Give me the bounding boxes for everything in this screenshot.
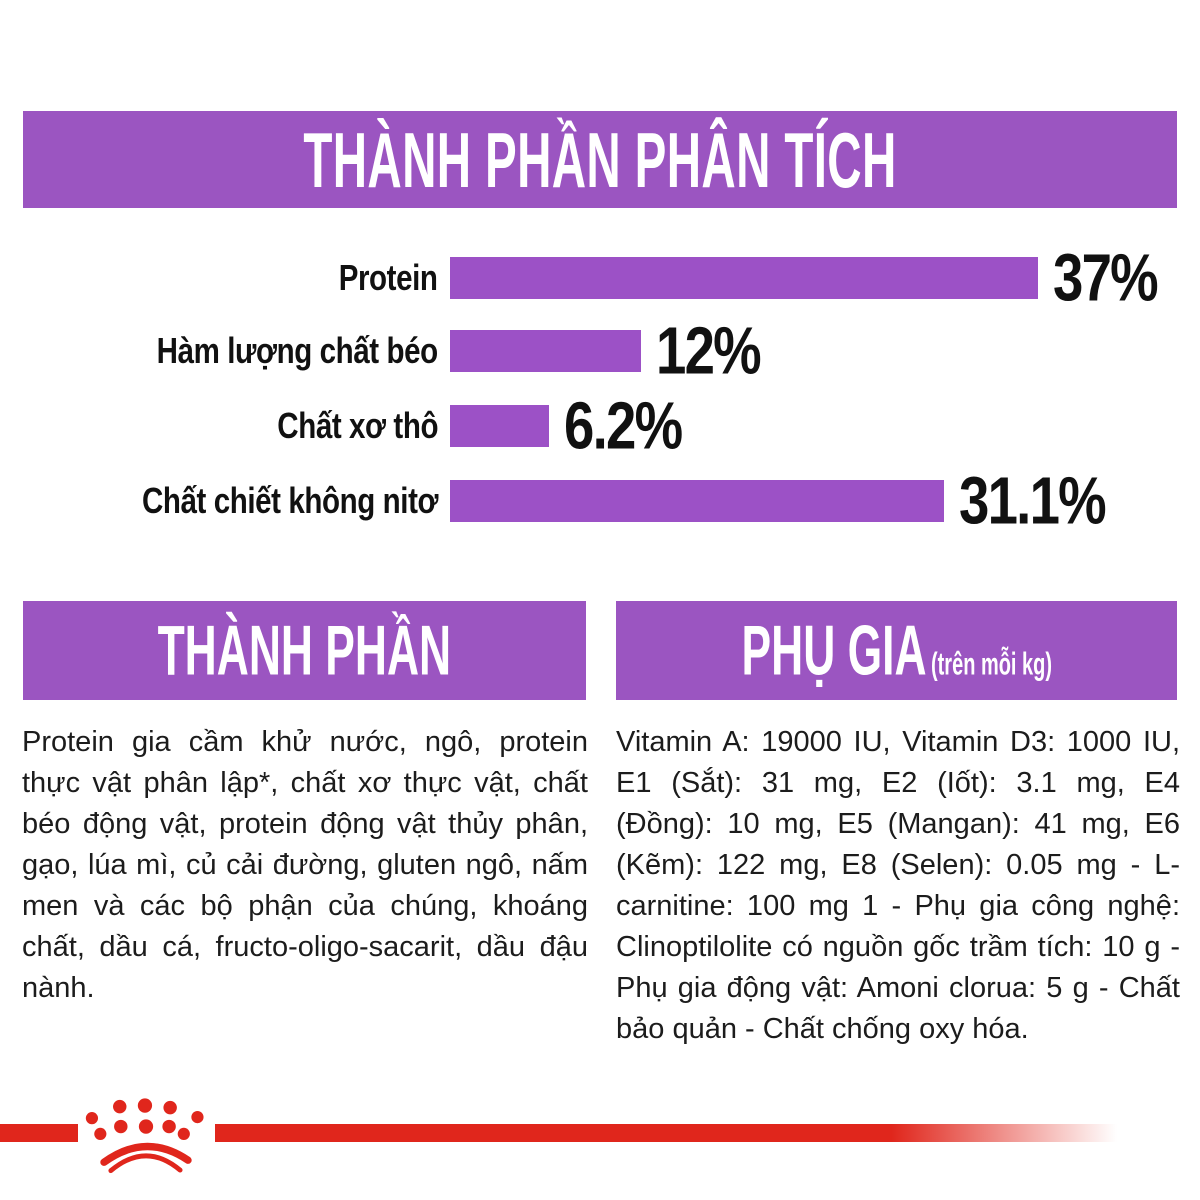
additives-title-wrap: PHỤ GIA (trên mỗi kg) [741,610,1051,691]
footer-rule-right-fading [215,1124,1117,1142]
chart-row: Chất chiết không nitơ 31.1% [0,464,1200,539]
footer-rule-left [0,1124,78,1142]
additives-text: Vitamin A: 19000 IU, Vitamin D3: 1000 IU… [616,726,1180,1045]
additives-header-banner: PHỤ GIA (trên mỗi kg) [616,601,1177,700]
analysis-title: THÀNH PHẦN PHÂN TÍCH [303,115,897,204]
additives-title: PHỤ GIA [741,610,927,691]
chart-bar [450,480,944,522]
chart-category-label: Chất chiết không nitơ [141,480,439,521]
chart-row: Protein 37% [0,241,1200,316]
chart-row: Chất xơ thô 6.2% [0,389,1200,464]
chart-bar [450,405,549,447]
chart-category-label-cell: Hàm lượng chất béo [0,330,450,372]
chart-category-label-cell: Chất xơ thô [0,405,450,447]
chart-category-label: Chất xơ thô [277,405,438,446]
chart-category-label: Protein [339,257,438,298]
ingredients-text: Protein gia cầm khử nước, ngô, protein t… [22,726,588,1004]
chart-value-label: 31.1% [959,463,1107,539]
chart-row: Hàm lượng chất béo 12% [0,314,1200,389]
additives-title-suffix: (trên mỗi kg) [930,646,1052,682]
chart-category-label-cell: Chất chiết không nitơ [0,480,450,522]
ingredients-title: THÀNH PHẦN [157,610,452,691]
chart-value-label: 12% [656,313,762,389]
chart-category-label: Hàm lượng chất béo [156,330,438,371]
chart-bar [450,330,641,372]
chart-value-label: 37% [1053,240,1159,316]
chart-category-label-cell: Protein [0,257,450,299]
ingredients-header-banner: THÀNH PHẦN [23,601,586,700]
royal-canin-crown-icon [85,1098,204,1174]
ingredients-title-wrap: THÀNH PHẦN [158,610,452,691]
chart-bar [450,257,1038,299]
analysis-header-banner: THÀNH PHẦN PHÂN TÍCH [23,111,1177,208]
chart-value-label: 6.2% [564,388,683,464]
